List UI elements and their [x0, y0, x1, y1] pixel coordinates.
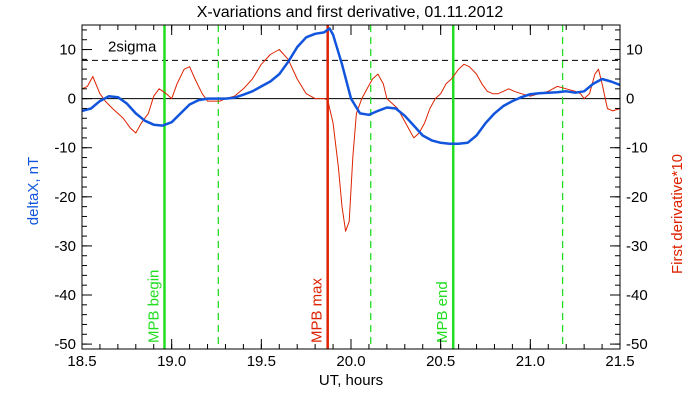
- y-tick-label-left: -40: [54, 287, 76, 304]
- y-tick-label-right: -20: [626, 189, 648, 206]
- y-tick-label-right: -50: [626, 336, 648, 353]
- vertical-line-label: MPB begin: [145, 270, 162, 343]
- y-axis-label-left: deltaX, nT: [25, 157, 42, 225]
- x-tick-label: 19.0: [157, 353, 186, 370]
- series-line-derivative: [81, 49, 621, 232]
- y-tick-label-right: -30: [626, 238, 648, 255]
- vertical-line-label: MPB end: [434, 281, 451, 343]
- chart-title: X-variations and first derivative, 01.11…: [197, 4, 504, 21]
- x-tick-label: 20.5: [426, 353, 455, 370]
- y-tick-label-right: -40: [626, 287, 648, 304]
- series-line-deltax: [81, 27, 621, 146]
- y-tick-label-left: 0: [68, 91, 76, 108]
- x-tick-label: 20.0: [336, 353, 365, 370]
- y-tick-label-left: -20: [54, 189, 76, 206]
- x-tick-label: 21.5: [605, 353, 634, 370]
- x-axis-label: UT, hours: [319, 372, 383, 389]
- y-tick-label-left: -10: [54, 140, 76, 157]
- plot-frame: [81, 24, 621, 350]
- y-tick-label-right: 10: [626, 42, 643, 59]
- x-tick-label: 19.5: [247, 353, 276, 370]
- axis-ticks: 18.5 19.0 19.5 20.0 20.5 21.0 21.5 10 10 0 0 -10 -10…: [54, 25, 648, 370]
- y-tick-label-left: -50: [54, 336, 76, 353]
- plot-area: 2sigma MPB begin MPB max MPB end: [81, 25, 621, 349]
- x-tick-label: 21.0: [516, 353, 545, 370]
- y-tick-label-right: 0: [626, 91, 634, 108]
- y-axis-label-right: First derivative*10: [669, 154, 686, 274]
- x-tick-label: 18.5: [67, 353, 96, 370]
- vertical-line-label: MPB max: [309, 277, 326, 343]
- y-tick-label-right: -10: [626, 140, 648, 157]
- reference-line-label: 2sigma: [108, 38, 157, 55]
- y-tick-label-left: -30: [54, 238, 76, 255]
- y-tick-label-left: 10: [59, 42, 76, 59]
